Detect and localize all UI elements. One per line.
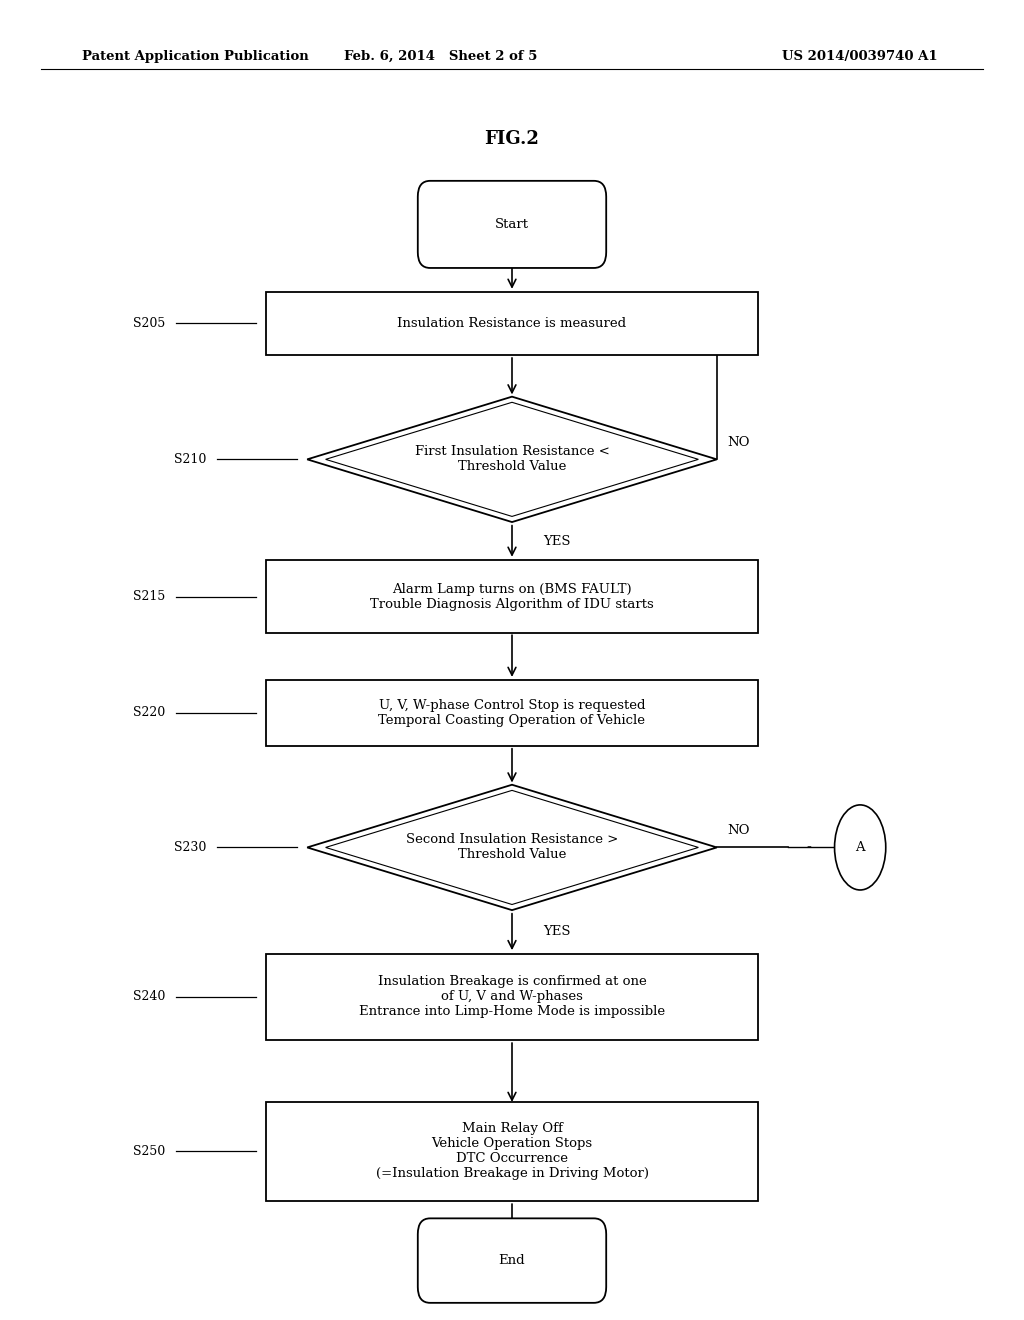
FancyBboxPatch shape: [418, 181, 606, 268]
Text: S205: S205: [133, 317, 165, 330]
Text: Alarm Lamp turns on (BMS FAULT)
Trouble Diagnosis Algorithm of IDU starts: Alarm Lamp turns on (BMS FAULT) Trouble …: [370, 582, 654, 611]
Bar: [266, 1101, 758, 1201]
Text: A: A: [855, 841, 865, 854]
Text: First Insulation Resistance <
Threshold Value: First Insulation Resistance < Threshold …: [415, 445, 609, 474]
Text: -: -: [807, 841, 811, 854]
Text: S210: S210: [174, 453, 207, 466]
Text: S220: S220: [133, 706, 165, 719]
Text: YES: YES: [543, 535, 570, 548]
Text: Second Insulation Resistance >
Threshold Value: Second Insulation Resistance > Threshold…: [406, 833, 618, 862]
Text: NO: NO: [727, 824, 750, 837]
Text: S240: S240: [133, 990, 166, 1003]
Text: NO: NO: [727, 436, 750, 449]
Text: Feb. 6, 2014   Sheet 2 of 5: Feb. 6, 2014 Sheet 2 of 5: [344, 50, 537, 63]
Text: Insulation Resistance is measured: Insulation Resistance is measured: [397, 317, 627, 330]
Text: S230: S230: [174, 841, 207, 854]
Text: FIG.2: FIG.2: [484, 129, 540, 148]
FancyBboxPatch shape: [418, 1218, 606, 1303]
Bar: [266, 680, 758, 746]
Text: Patent Application Publication: Patent Application Publication: [82, 50, 308, 63]
Polygon shape: [307, 784, 717, 911]
Bar: [266, 292, 758, 355]
Text: S250: S250: [133, 1144, 165, 1158]
Text: Main Relay Off
Vehicle Operation Stops
DTC Occurrence
(=Insulation Breakage in D: Main Relay Off Vehicle Operation Stops D…: [376, 1122, 648, 1180]
Ellipse shape: [835, 805, 886, 890]
Text: End: End: [499, 1254, 525, 1267]
Text: US 2014/0039740 A1: US 2014/0039740 A1: [782, 50, 938, 63]
Polygon shape: [307, 396, 717, 521]
Text: Start: Start: [495, 218, 529, 231]
Bar: [266, 560, 758, 632]
Bar: [266, 953, 758, 1040]
Text: YES: YES: [543, 925, 570, 939]
Text: S215: S215: [133, 590, 165, 603]
Text: U, V, W-phase Control Stop is requested
Temporal Coasting Operation of Vehicle: U, V, W-phase Control Stop is requested …: [379, 698, 645, 727]
Text: Insulation Breakage is confirmed at one
of U, V and W-phases
Entrance into Limp-: Insulation Breakage is confirmed at one …: [359, 975, 665, 1018]
